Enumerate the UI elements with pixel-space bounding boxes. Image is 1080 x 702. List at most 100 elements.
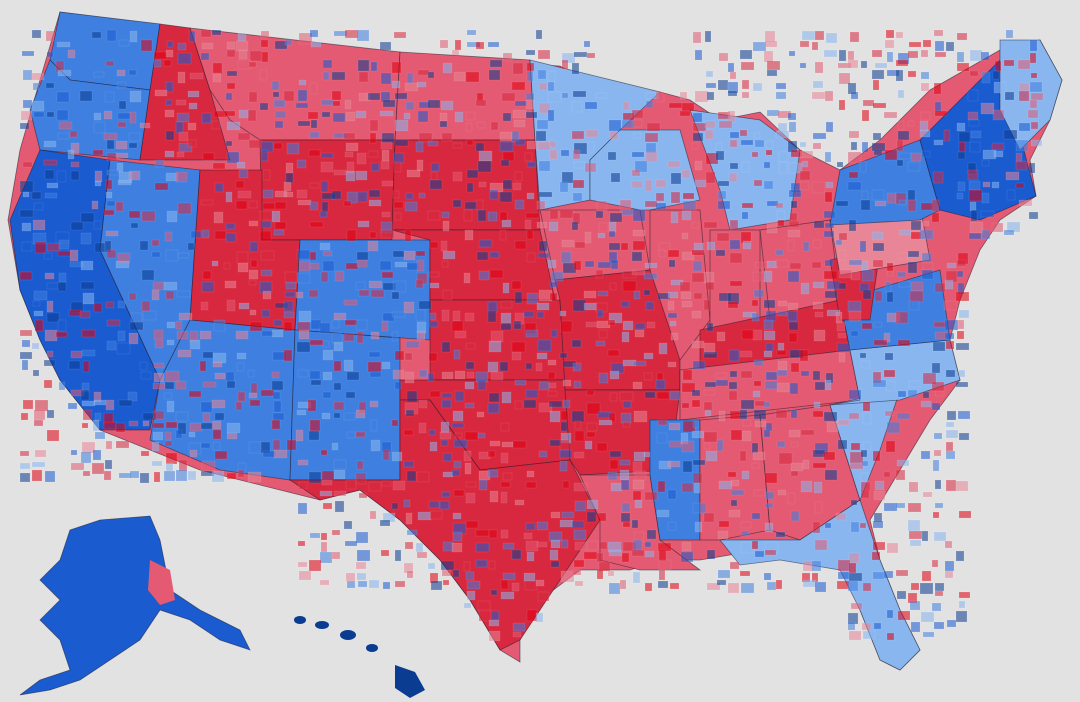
county-cell [464, 312, 475, 322]
county-cell [763, 401, 771, 408]
county-cell [668, 259, 676, 268]
county-cell [93, 399, 107, 406]
county-cell [656, 509, 670, 518]
county-cell [885, 440, 896, 453]
county-cell [309, 201, 319, 211]
county-cell [693, 482, 701, 494]
county-cell [418, 422, 427, 434]
county-cell [681, 541, 692, 552]
county-cell [980, 210, 995, 218]
county-cell [692, 472, 703, 484]
county-cell [943, 300, 958, 311]
county-cell [34, 399, 49, 412]
county-cell [933, 139, 944, 146]
county-cell [814, 311, 824, 318]
county-cell [802, 560, 814, 572]
county-cell [992, 109, 1005, 121]
county-cell [944, 570, 954, 579]
county-cell [500, 481, 511, 488]
county-cell [897, 339, 911, 347]
county-cell [105, 440, 113, 450]
county-cell [331, 551, 341, 560]
county-cell [333, 341, 344, 352]
county-cell [463, 561, 471, 572]
county-cell [787, 310, 798, 322]
county-cell [716, 439, 724, 452]
county-cell [896, 159, 904, 167]
county-cell [741, 91, 750, 99]
county-cell [284, 291, 296, 298]
county-cell [586, 422, 598, 432]
county-cell [787, 112, 797, 121]
county-cell [451, 49, 460, 56]
county-cell [82, 470, 91, 477]
county-cell [106, 139, 115, 150]
county-cell [104, 459, 113, 470]
county-cell [1005, 171, 1020, 181]
county-cell [452, 512, 462, 520]
county-cell [514, 291, 523, 304]
county-cell [550, 511, 561, 519]
county-cell [490, 371, 504, 381]
county-cell [619, 391, 634, 402]
county-cell [823, 451, 836, 461]
county-cell [631, 180, 643, 189]
county-cell [1018, 82, 1030, 92]
county-cell [860, 489, 870, 499]
county-cell [43, 140, 57, 148]
county-cell [322, 250, 333, 257]
county-cell [415, 542, 424, 553]
county-cell [490, 589, 498, 596]
county-cell [394, 381, 402, 390]
county-cell [466, 169, 479, 179]
county-cell [704, 129, 714, 140]
county-cell [249, 399, 261, 407]
county-cell [211, 29, 222, 36]
county-cell [283, 90, 295, 102]
county-cell [297, 199, 312, 206]
county-cell [115, 140, 128, 150]
county-cell [226, 41, 236, 50]
county-cell [667, 300, 675, 311]
county-cell [658, 342, 668, 355]
county-cell [872, 571, 885, 580]
county-cell [907, 199, 917, 212]
county-cell [356, 251, 369, 261]
county-cell [224, 280, 237, 289]
county-cell [861, 460, 869, 467]
county-cell [298, 329, 310, 340]
county-cell [392, 280, 407, 293]
county-cell [344, 99, 352, 110]
county-cell [727, 90, 738, 97]
county-cell [584, 440, 593, 450]
county-cell [812, 301, 824, 310]
county-cell [93, 112, 102, 121]
county-cell [201, 281, 215, 293]
county-cell [297, 369, 309, 378]
county-cell [884, 281, 892, 293]
county-cell [812, 370, 821, 381]
county-cell [643, 352, 654, 360]
county-cell [70, 221, 84, 231]
county-cell [944, 540, 953, 549]
county-cell [896, 590, 907, 600]
county-cell [752, 451, 766, 461]
county-cell [189, 339, 201, 350]
county-cell [454, 330, 467, 339]
county-cell [596, 442, 608, 452]
county-cell [751, 442, 759, 454]
county-cell [141, 210, 156, 222]
county-cell [609, 459, 619, 470]
county-cell [1006, 189, 1016, 201]
county-cell [897, 89, 905, 99]
county-cell [139, 122, 151, 129]
county-cell [848, 389, 862, 400]
county-cell [214, 230, 227, 240]
county-cell [285, 281, 297, 290]
county-cell [283, 321, 293, 332]
county-cell [212, 72, 222, 83]
county-cell [70, 449, 78, 456]
county-cell [860, 449, 868, 458]
county-cell [427, 372, 435, 382]
county-cell [670, 172, 682, 185]
